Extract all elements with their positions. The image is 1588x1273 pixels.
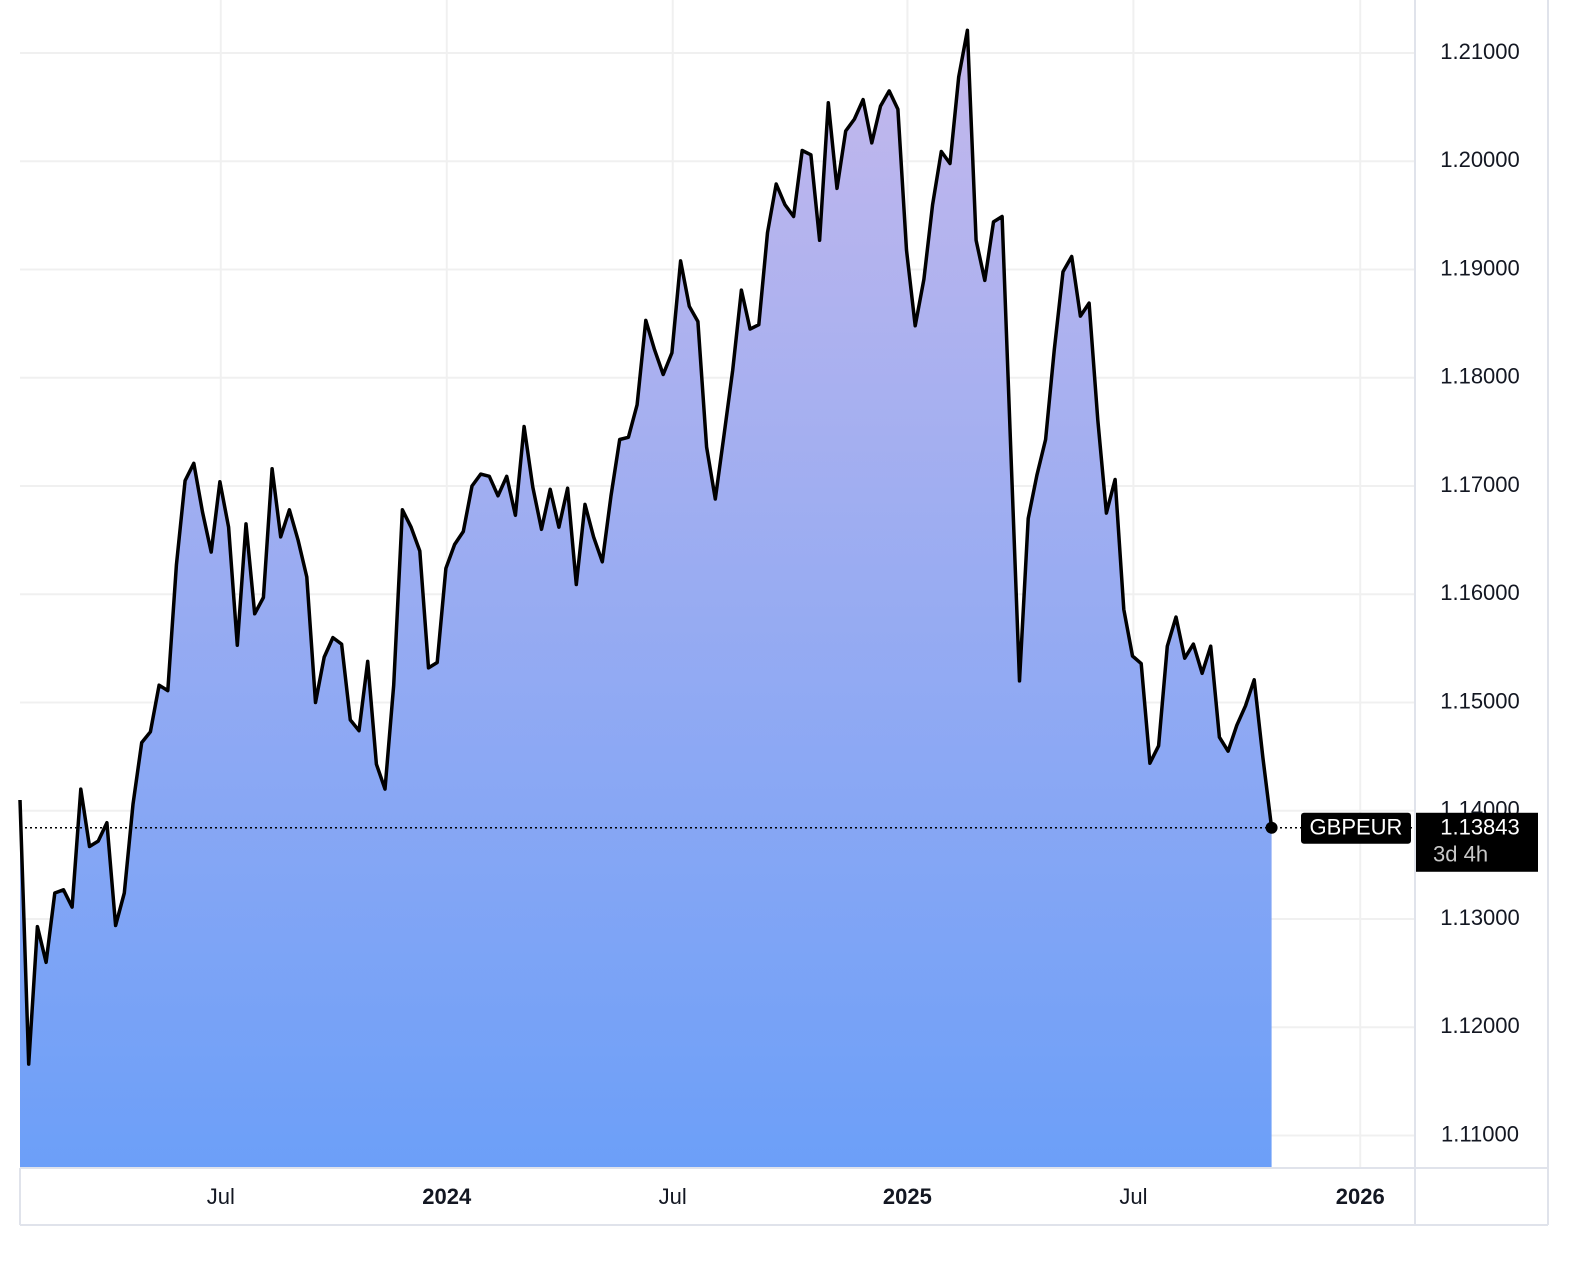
area-fill <box>20 30 1272 1168</box>
x-tick-label: 2025 <box>883 1184 932 1209</box>
last-point <box>1265 821 1278 834</box>
y-tick-label: 1.21000 <box>1440 39 1520 64</box>
price-line <box>18 28 1274 1066</box>
x-tick-label: Jul <box>659 1184 687 1209</box>
symbol-tag-bg <box>1301 812 1411 844</box>
price-tag: 1.13843 <box>1440 815 1520 840</box>
y-tick-label: 1.15000 <box>1440 688 1520 713</box>
y-tick-label: 1.20000 <box>1440 147 1520 172</box>
y-tick-label: 1.12000 <box>1440 1013 1520 1038</box>
x-tick-label: Jul <box>1119 1184 1147 1209</box>
countdown: 3d 4h <box>1433 842 1488 867</box>
y-tick-label: 1.13000 <box>1440 905 1520 930</box>
y-tick-label: 1.18000 <box>1440 364 1520 389</box>
y-tick-label: 1.16000 <box>1440 580 1520 605</box>
price-tag-bg <box>1416 812 1538 872</box>
x-tick-label: Jul <box>207 1184 235 1209</box>
y-tick-label: 1.19000 <box>1440 255 1520 280</box>
x-tick-label: 2026 <box>1336 1184 1385 1209</box>
symbol-tag: GBPEUR <box>1310 815 1403 840</box>
y-tick-label: 1.17000 <box>1440 472 1520 497</box>
y-tick-label: 1.11000 <box>1441 1121 1519 1146</box>
x-tick-label: 2024 <box>422 1184 472 1209</box>
